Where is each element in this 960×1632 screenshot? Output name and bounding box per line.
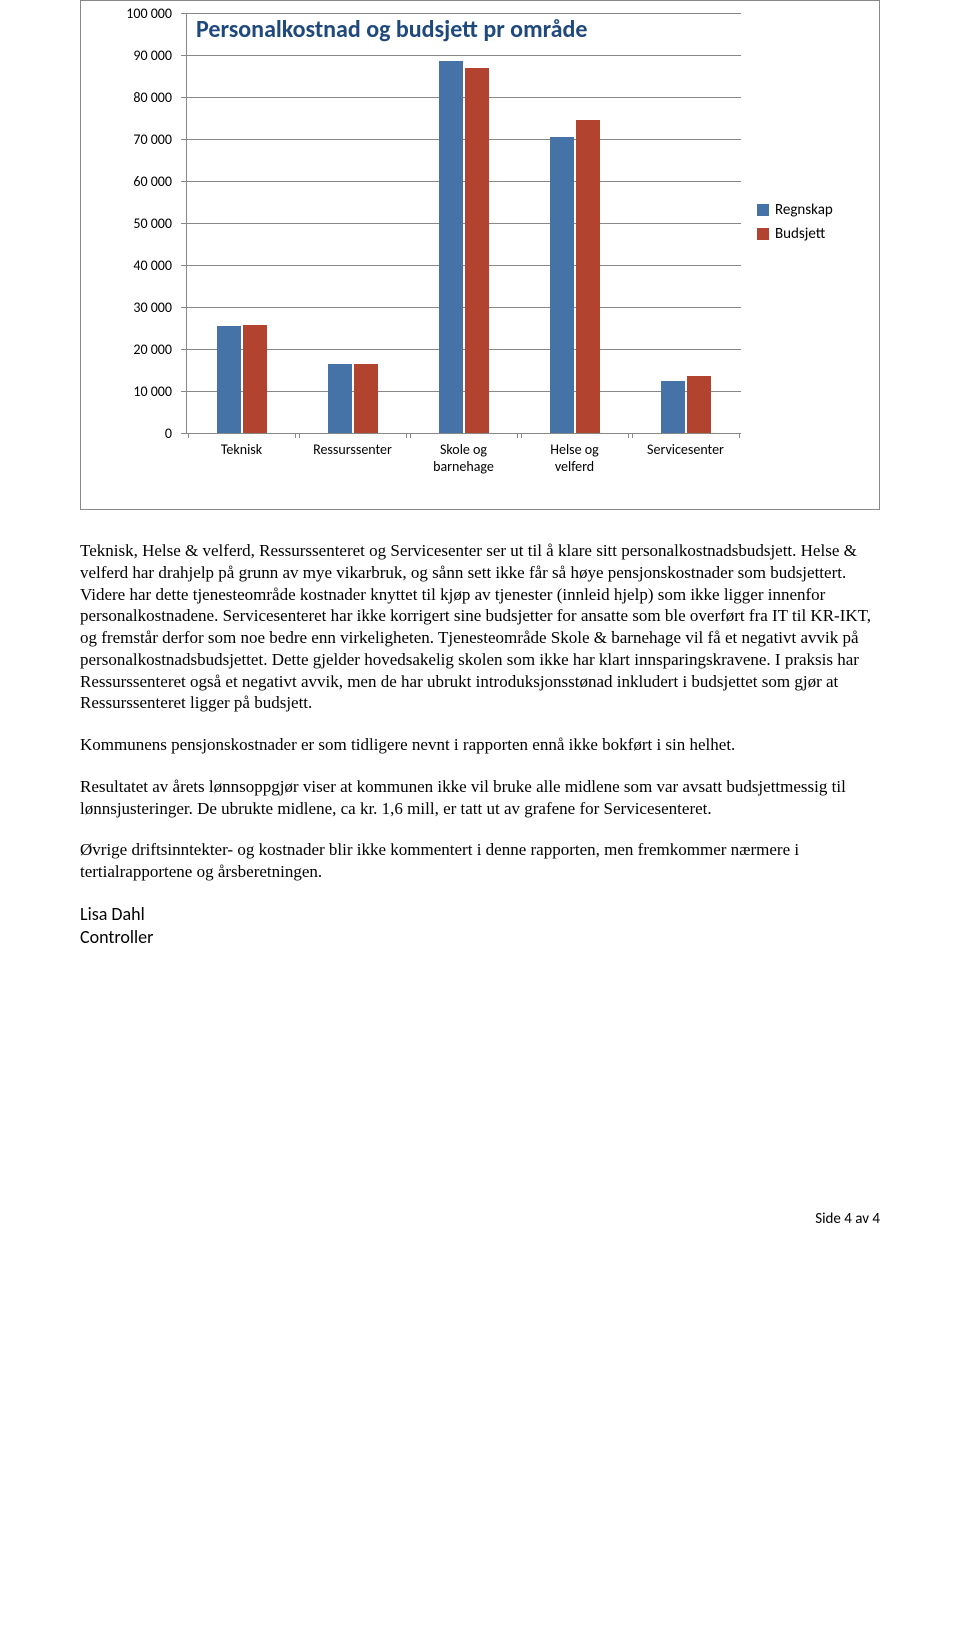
legend-label: Regnskap xyxy=(775,201,833,219)
x-axis-category-label: Ressurssenter xyxy=(297,441,408,458)
y-axis-tick-label: 80 000 xyxy=(81,89,172,106)
author-title: Controller xyxy=(80,926,880,949)
x-axis-category-label: Teknisk xyxy=(186,441,297,458)
chart-bar xyxy=(217,326,241,433)
paragraph-2: Kommunens pensjonskostnader er som tidli… xyxy=(80,734,880,756)
chart-bar xyxy=(439,61,463,433)
chart-bar xyxy=(576,120,600,433)
y-axis-tick-label: 40 000 xyxy=(81,257,172,274)
legend-label: Budsjett xyxy=(775,225,825,243)
y-axis-tick-label: 90 000 xyxy=(81,47,172,64)
chart-bar xyxy=(687,376,711,433)
chart-bar xyxy=(661,381,685,434)
legend-swatch xyxy=(757,204,769,216)
x-axis-category-label: Helse ogvelferd xyxy=(519,441,630,475)
author-block: Lisa Dahl Controller xyxy=(80,903,880,950)
bars-container xyxy=(186,13,741,433)
x-axis-category-label: Skole ogbarnehage xyxy=(408,441,519,475)
chart-bar xyxy=(354,364,378,433)
chart-legend: Regnskap Budsjett xyxy=(757,201,833,249)
author-name: Lisa Dahl xyxy=(80,903,880,926)
paragraph-3: Resultatet av årets lønnsoppgjør viser a… xyxy=(80,776,880,820)
chart-bar xyxy=(465,68,489,433)
y-axis-tick-label: 0 xyxy=(81,425,172,442)
y-axis-tick-label: 70 000 xyxy=(81,131,172,148)
y-axis-tick-label: 20 000 xyxy=(81,341,172,358)
chart-container: Personalkostnad og budsjett pr område010… xyxy=(80,0,880,510)
chart-bar xyxy=(328,364,352,433)
legend-item: Budsjett xyxy=(757,225,833,243)
legend-item: Regnskap xyxy=(757,201,833,219)
chart-bar xyxy=(243,325,267,433)
y-axis-tick-label: 100 000 xyxy=(81,5,172,22)
y-axis-tick-label: 60 000 xyxy=(81,173,172,190)
x-axis-category-label: Servicesenter xyxy=(630,441,741,458)
y-axis-tick-label: 50 000 xyxy=(81,215,172,232)
chart-bar xyxy=(550,137,574,433)
y-axis-tick-label: 30 000 xyxy=(81,299,172,316)
y-axis-tick-label: 10 000 xyxy=(81,383,172,400)
page-footer: Side 4 av 4 xyxy=(80,1210,880,1228)
legend-swatch xyxy=(757,228,769,240)
paragraph-4: Øvrige driftsinntekter- og kostnader bli… xyxy=(80,839,880,883)
paragraph-1: Teknisk, Helse & velferd, Ressurssentere… xyxy=(80,540,880,714)
